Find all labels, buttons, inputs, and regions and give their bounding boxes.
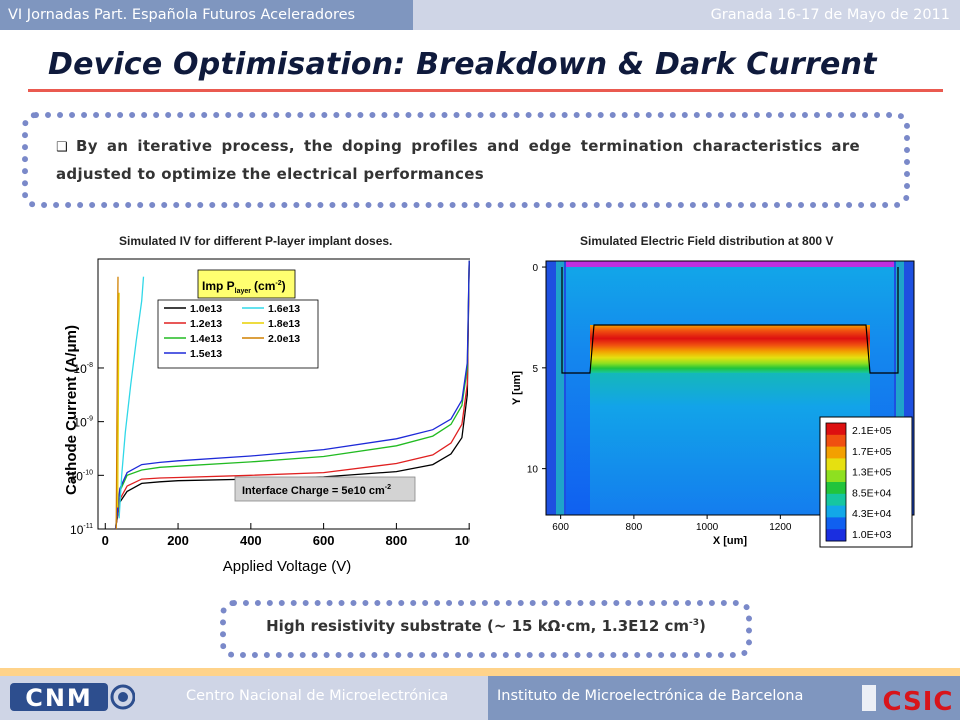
iv-plot-frame [97, 258, 470, 530]
efield-x-tick-label: 1000 [696, 522, 719, 533]
efield-colorbar-label: 1.0E+03 [852, 529, 892, 541]
iv-y-tick-label: 10-11 [70, 523, 93, 537]
iv-legend: 1.0e13 1.6e13 1.2e13 1.8e13 1.4e13 2.0e13 1.5e… [164, 303, 300, 360]
efield-colorbar-segment [826, 505, 846, 518]
iv-chart: Cathode Current (A/μm) 10-1110-1010-910-… [63, 258, 470, 575]
iv-x-tick-label: 0 [102, 533, 109, 548]
efield-y-tick-label: 0 [532, 263, 538, 274]
efield-colorbar-segment [826, 493, 846, 507]
checkbox-bullet-icon: ❑ [56, 140, 68, 155]
iv-series-line [118, 276, 145, 519]
substrate-box [220, 600, 752, 658]
title-underline [28, 89, 943, 92]
iv-ylabel: Cathode Current (A/μm) [63, 325, 80, 495]
iv-x-tick-label: 200 [167, 533, 189, 548]
iv-annotation-box [234, 476, 416, 502]
iv-x-tick-label: 600 [313, 533, 335, 548]
iv-series-line [117, 292, 120, 508]
iv-legend-label: 2.0e13 [268, 333, 300, 345]
footer-accent-line [0, 668, 960, 676]
iv-legend-title: Imp Player (cm-2) [202, 279, 286, 295]
efield-colorbar-segment [826, 434, 846, 448]
iv-legend-box [157, 299, 319, 369]
efield-colorbar-segment [826, 470, 846, 483]
efield-colorbar-label: 2.1E+05 [852, 425, 892, 437]
iv-xlabel: Applied Voltage (V) [223, 558, 351, 575]
efield-colorbar-label: 1.3E+05 [852, 467, 892, 479]
efield-colorbar-label: 1.7E+05 [852, 446, 892, 458]
efield-colorbar-segment [826, 423, 846, 436]
efield-y-tick-label: 10 [527, 465, 539, 476]
iv-legend-label: 1.6e13 [268, 303, 300, 315]
footer-cnm-name: Centro Nacional de Microelectrónica [186, 688, 449, 704]
efield-colorbar-outline [825, 422, 847, 542]
intro-paragraph: ❑ By an iterative process, the doping pro… [56, 133, 860, 188]
iv-x-ticks: 0 200 400 600 800 1000 [102, 523, 470, 548]
efield-colorbar-segment [826, 517, 846, 530]
iv-legend-label: 1.5e13 [190, 348, 222, 360]
iv-y-tick-label: 10-9 [73, 416, 93, 430]
efield-colorbar-segment [826, 482, 846, 495]
iv-y-tick-label: 10-10 [70, 469, 94, 483]
iv-chart-caption: Simulated IV for different P-layer impla… [119, 234, 393, 248]
efield-chart-caption: Simulated Electric Field distribution at… [580, 234, 834, 248]
iv-legend-title-box [197, 269, 296, 299]
efield-x-ticks: 600800100012001400 [552, 515, 865, 533]
efield-x-tick-label: 1200 [769, 522, 792, 533]
iv-series-line [114, 260, 470, 530]
efield-colorbar-segment [826, 446, 846, 459]
efield-colorbar-label: 4.3E+04 [852, 508, 892, 520]
header-event-date: Granada 16-17 de Mayo de 2011 [413, 0, 960, 30]
efield-x-tick-label: 600 [552, 522, 569, 533]
iv-x-tick-label: 1000 [455, 533, 470, 548]
efield-ylabel: Y [um] [511, 371, 523, 405]
efield-x-tick-label: 800 [626, 522, 643, 533]
iv-series-line [115, 276, 119, 530]
iv-legend-label: 1.8e13 [268, 318, 300, 330]
intro-text: By an iterative process, the doping prof… [56, 137, 860, 183]
efield-y-tick-label: 5 [532, 364, 538, 375]
iv-annotation: Interface Charge = 5e10 cm-2 [242, 484, 391, 497]
footer-right-band [488, 676, 960, 720]
iv-series-line [114, 260, 470, 530]
iv-y-ticks: 10-11 10-10 10-9 10-8 [70, 362, 104, 537]
iv-legend-label: 1.2e13 [190, 318, 222, 330]
efield-xlabel: X [um] [713, 535, 748, 547]
cnm-logo: CNM [10, 683, 135, 712]
iv-series-lines [114, 260, 470, 530]
iv-y-tick-label: 10-8 [73, 362, 93, 376]
svg-text:CSIC: CSIC [882, 687, 953, 717]
iv-series-line [114, 260, 470, 530]
efield-colorbar-segment [826, 529, 846, 542]
iv-x-tick-label: 400 [240, 533, 262, 548]
efield-colorbar-segment [826, 458, 846, 471]
footer-imb-name: Instituto de Microelectrónica de Barcelo… [497, 688, 804, 704]
slide-title: Device Optimisation: Breakdown & Dark Cu… [48, 47, 877, 82]
svg-text:CNM: CNM [25, 684, 93, 712]
header-event-name: VI Jornadas Part. Española Futuros Acele… [0, 0, 413, 30]
iv-x-tick-label: 800 [386, 533, 408, 548]
intro-box [22, 112, 910, 208]
iv-legend-label: 1.0e13 [190, 303, 222, 315]
csic-logo: CSIC [862, 685, 953, 717]
iv-legend-label: 1.4e13 [190, 333, 222, 345]
efield-colorbar-label: 8.5E+04 [852, 487, 892, 499]
efield-y-ticks: 0 5 10 [527, 263, 546, 476]
substrate-text: High resistivity substrate (~ 15 kΩ·cm, … [266, 617, 706, 635]
efield-colorbar: 2.1E+05 1.7E+05 1.3E+05 8.5E+04 4.3E+04 1.0E+… [825, 422, 892, 542]
